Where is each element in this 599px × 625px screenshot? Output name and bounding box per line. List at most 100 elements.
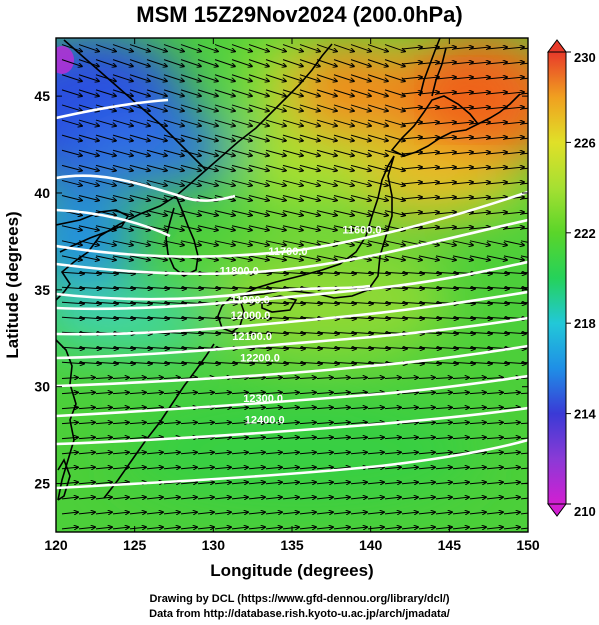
wind-arrow — [469, 302, 492, 304]
wind-arrow — [367, 407, 384, 408]
wind-arrow — [78, 195, 99, 201]
wind-arrow — [520, 62, 528, 65]
wind-arrow — [469, 527, 486, 529]
wind-arrow — [146, 149, 167, 156]
wind-arrow — [350, 74, 371, 81]
wind-arrow — [469, 317, 492, 319]
wind-arrow — [418, 227, 439, 229]
wind-arrow — [197, 104, 218, 111]
wind-arrow — [231, 317, 254, 319]
wind-arrow — [367, 134, 388, 141]
y-tick-label: 45 — [34, 88, 50, 104]
wind-arrow — [214, 210, 235, 216]
wind-arrow — [401, 452, 418, 453]
wind-arrow — [78, 225, 99, 231]
wind-arrow — [163, 134, 184, 141]
wind-arrow — [265, 332, 288, 334]
wind-arrow — [61, 377, 78, 378]
wind-arrow — [248, 437, 265, 438]
wind-arrow — [95, 347, 118, 349]
wind-arrow — [231, 225, 252, 231]
wind-arrow — [503, 227, 524, 229]
wind-arrow — [78, 287, 101, 289]
wind-arrow — [367, 104, 388, 111]
wind-arrow — [384, 482, 401, 484]
wind-arrow — [299, 74, 320, 81]
wind-arrow — [350, 119, 371, 126]
wind-arrow — [282, 332, 305, 334]
wind-arrow — [384, 89, 405, 96]
wind-arrow — [282, 347, 305, 349]
wind-arrow — [163, 422, 180, 423]
wind-arrow — [163, 527, 180, 529]
wind-arrow — [129, 497, 146, 499]
wind-arrow — [231, 467, 248, 469]
wind-arrow — [146, 362, 169, 364]
wind-arrow — [265, 392, 282, 393]
wind-arrow — [333, 302, 356, 304]
wind-arrow — [299, 179, 320, 185]
wind-arrow — [469, 152, 490, 154]
wind-arrow — [316, 497, 333, 499]
wind-arrow — [112, 44, 133, 52]
wind-arrow — [486, 452, 503, 453]
wind-arrow — [129, 89, 150, 96]
wind-arrow — [180, 527, 197, 529]
wind-arrow — [231, 149, 252, 156]
wind-arrow — [401, 152, 422, 154]
wind-arrow — [452, 197, 473, 199]
wind-arrow — [180, 512, 197, 514]
wind-arrow — [333, 467, 350, 469]
wind-arrow — [197, 134, 218, 141]
wind-arrow — [248, 119, 269, 126]
wind-arrow — [350, 179, 371, 185]
wind-arrow — [316, 422, 333, 423]
wind-arrow — [61, 164, 82, 170]
wind-arrow — [350, 422, 367, 423]
wind-arrow — [299, 347, 322, 349]
wind-arrow — [129, 149, 150, 156]
wind-arrow — [350, 512, 367, 514]
wind-arrow — [214, 149, 235, 156]
wind-arrow — [435, 467, 452, 469]
wind-arrow — [197, 149, 218, 156]
wind-arrow — [180, 179, 201, 185]
wind-arrow — [95, 240, 116, 245]
wind-arrow — [316, 44, 337, 52]
wind-arrow — [231, 527, 248, 529]
wind-arrow — [78, 59, 99, 67]
wind-arrow — [112, 392, 129, 393]
wind-arrow — [197, 452, 214, 453]
wind-arrow — [418, 197, 439, 199]
wind-arrow — [333, 527, 350, 529]
wind-arrow — [401, 92, 422, 94]
wind-arrow — [95, 272, 118, 274]
wind-arrow — [299, 407, 316, 408]
wind-arrow — [265, 512, 282, 514]
wind-arrow — [469, 182, 490, 184]
wind-arrow — [146, 407, 163, 408]
wind-arrow — [435, 287, 458, 289]
wind-arrow — [282, 452, 299, 453]
wind-arrow — [520, 301, 528, 304]
wind-arrow — [265, 422, 282, 423]
wind-arrow — [299, 452, 316, 453]
wind-arrow — [197, 482, 214, 484]
wind-arrow — [367, 240, 388, 245]
wind-arrow — [418, 137, 439, 139]
wind-arrow — [180, 104, 201, 111]
wind-arrow — [180, 134, 201, 141]
wind-arrow — [367, 74, 388, 81]
wind-arrow — [180, 287, 203, 289]
wind-arrow — [333, 272, 356, 274]
wind-arrow — [265, 149, 286, 156]
wind-arrow — [265, 134, 286, 141]
wind-arrow — [520, 497, 528, 500]
wind-arrow — [214, 119, 235, 126]
wind-arrow — [401, 302, 424, 304]
wind-arrow — [180, 225, 201, 231]
wind-arrow — [435, 407, 452, 408]
wind-arrow — [333, 452, 350, 453]
wind-arrow — [316, 467, 333, 469]
